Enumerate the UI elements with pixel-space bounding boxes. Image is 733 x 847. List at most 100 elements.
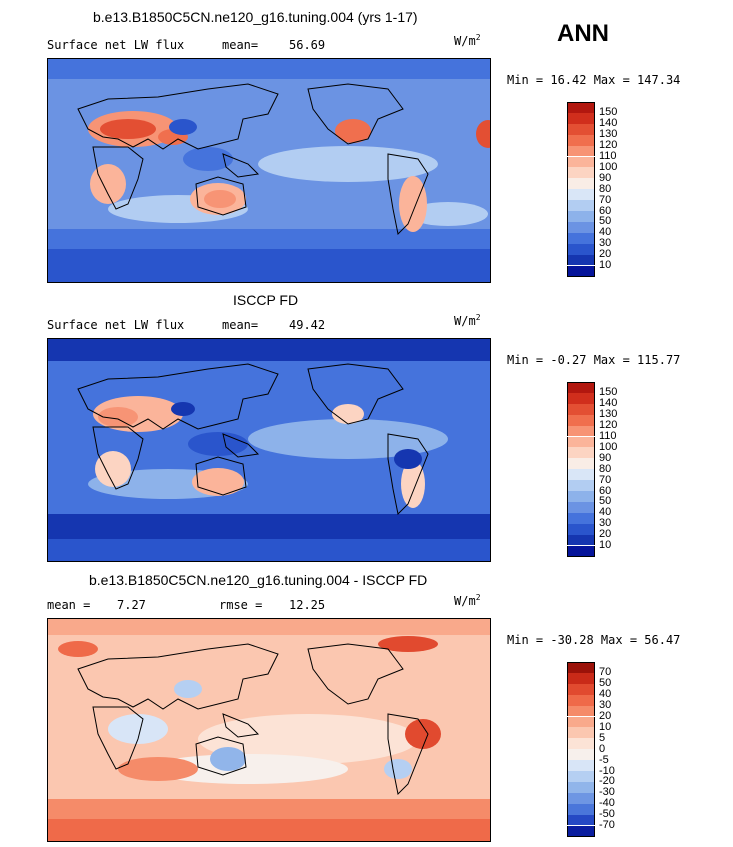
colorbar-swatch [567, 705, 595, 717]
colorbar-swatch [567, 382, 595, 394]
colorbar-swatch [567, 178, 595, 190]
colorbar-label: 120 [599, 419, 618, 432]
colorbar-swatch [567, 760, 595, 771]
colorbar-label: 150 [599, 106, 618, 119]
colorbar-swatch [567, 727, 595, 739]
panel1-units: W/m2 [454, 33, 481, 48]
colorbar-swatch [567, 469, 595, 481]
colorbar-swatch [567, 265, 595, 278]
panel2-mean-value: 49.42 [289, 318, 326, 332]
colorbar-label: 40 [599, 688, 612, 701]
colorbar-swatch [567, 414, 595, 426]
colorbar-swatch [567, 232, 595, 244]
colorbar-label: 0 [599, 742, 606, 755]
colorbar-label: 20 [599, 248, 612, 261]
colorbar-label: 10 [599, 720, 612, 733]
panel3-mean-label: mean = [47, 598, 91, 612]
colorbar-swatch [567, 662, 595, 674]
colorbar-swatch [567, 189, 595, 201]
colorbar-swatch [567, 156, 595, 168]
panel2-map-svg [48, 339, 490, 561]
colorbar-swatch [567, 694, 595, 706]
colorbar-swatch [567, 254, 595, 266]
colorbar-swatch [567, 102, 595, 114]
colorbar-label: 70 [599, 193, 612, 206]
panel2-title: ISCCP FD [233, 292, 299, 308]
panel3-units: W/m2 [454, 593, 481, 608]
panel2-units: W/m2 [454, 313, 481, 328]
colorbar-label: -40 [599, 797, 615, 810]
colorbar-swatch [567, 123, 595, 135]
colorbar-label: 10 [599, 259, 612, 271]
colorbar-label: 80 [599, 182, 612, 195]
colorbar-label: 60 [599, 484, 612, 497]
colorbar-swatch [567, 480, 595, 491]
colorbar-label: 50 [599, 215, 612, 228]
colorbar-swatch [567, 792, 595, 804]
panel1-mean-label: mean= [222, 38, 259, 52]
colorbar-swatch [567, 221, 595, 233]
colorbar-label: 40 [599, 506, 612, 519]
colorbar-swatch [567, 781, 595, 793]
colorbar-label: 40 [599, 226, 612, 239]
panel1-map-svg [48, 59, 490, 282]
panel2-mean-label: mean= [222, 318, 259, 332]
colorbar-label: 100 [599, 160, 618, 173]
colorbar-swatch [567, 200, 595, 211]
colorbar-label: -5 [599, 753, 609, 766]
colorbar-label: 90 [599, 171, 612, 184]
colorbar-label: -10 [599, 764, 615, 777]
panel2-minmax: Min = -0.27 Max = 115.77 [507, 353, 681, 367]
colorbar-label: 100 [599, 440, 618, 453]
colorbar-swatch [567, 211, 595, 222]
colorbar-label: 30 [599, 699, 612, 712]
colorbar-label: 70 [599, 666, 612, 679]
colorbar-label: 30 [599, 237, 612, 250]
colorbar-swatch [567, 716, 595, 728]
colorbar-swatch [567, 501, 595, 513]
colorbar-swatch [567, 134, 595, 146]
colorbar-swatch [567, 112, 595, 124]
colorbar-swatch [567, 167, 595, 179]
colorbar-swatch [567, 243, 595, 255]
colorbar-label: -20 [599, 775, 615, 788]
colorbar-label: 130 [599, 408, 618, 421]
colorbar-swatch [567, 672, 595, 684]
panel1-variable: Surface net LW flux [47, 38, 185, 52]
colorbar-label: 130 [599, 128, 618, 141]
colorbar-swatch [567, 523, 595, 535]
colorbar-swatch [567, 803, 595, 815]
colorbar-swatch [567, 447, 595, 459]
colorbar-swatch [567, 425, 595, 437]
colorbar-label: -70 [599, 819, 615, 831]
colorbar-label: 60 [599, 204, 612, 217]
colorbar-label: 110 [599, 430, 617, 442]
colorbar-label: 30 [599, 517, 612, 530]
colorbar-swatch [567, 749, 595, 761]
colorbar-label: 150 [599, 386, 618, 399]
panel2-map [47, 338, 491, 562]
colorbar-swatch [567, 825, 595, 838]
colorbar-swatch [567, 771, 595, 782]
colorbar-label: 50 [599, 677, 612, 690]
colorbar-label: 140 [599, 117, 618, 130]
colorbar-label: 110 [599, 150, 617, 162]
panel1-mean-value: 56.69 [289, 38, 326, 52]
panel3-map [47, 618, 491, 842]
colorbar-label: 140 [599, 397, 618, 410]
panel1-map [47, 58, 491, 283]
panel1-title: b.e13.B1850C5CN.ne120_g16.tuning.004 (yr… [93, 9, 418, 25]
panel3-minmax: Min = -30.28 Max = 56.47 [507, 633, 681, 647]
colorbar-label: 20 [599, 528, 612, 541]
colorbar-swatch [567, 491, 595, 502]
colorbar-swatch [567, 436, 595, 448]
colorbar-label: 120 [599, 139, 618, 152]
colorbar-label: 70 [599, 473, 612, 486]
panel2-variable: Surface net LW flux [47, 318, 185, 332]
colorbar-label: -30 [599, 786, 615, 799]
colorbar-swatch [567, 458, 595, 470]
panel3-title: b.e13.B1850C5CN.ne120_g16.tuning.004 - I… [89, 572, 428, 588]
panel1-minmax: Min = 16.42 Max = 147.34 [507, 73, 681, 87]
colorbar-swatch [567, 392, 595, 404]
season-label: ANN [557, 20, 609, 47]
